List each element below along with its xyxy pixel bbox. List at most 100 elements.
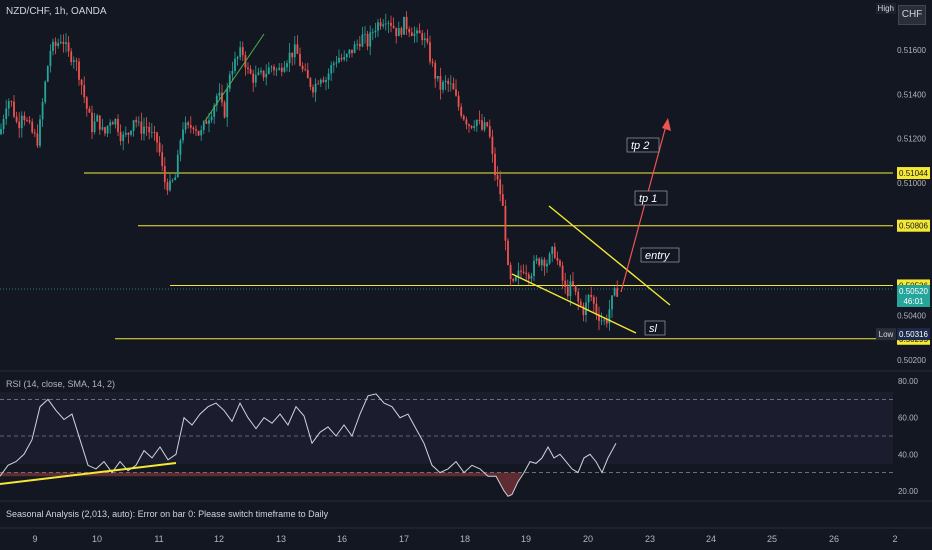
candle-body (124, 132, 127, 135)
candle-body (174, 177, 177, 181)
candle-body (44, 81, 47, 103)
candle-body (88, 108, 91, 113)
candle-body (366, 33, 369, 47)
candle-body (408, 29, 411, 33)
current-price-label: 0.50520 (899, 287, 928, 296)
candle-body (119, 131, 122, 141)
candle-body (179, 140, 182, 155)
time-axis[interactable]: 9 10 11 12 13 16 17 18 19 20 23 24 25 26 2 (32, 534, 897, 544)
rsi-band (0, 392, 893, 464)
seasonal-analysis-error: Seasonal Analysis (2,013, auto): Error o… (6, 509, 329, 519)
candle-body (473, 125, 476, 128)
candle-body (468, 124, 470, 126)
time-tick-label: 10 (92, 534, 102, 544)
candle-body (176, 154, 179, 178)
candle-body (613, 288, 616, 296)
candle-body (226, 88, 229, 118)
candle-body (236, 57, 239, 59)
candle-body (345, 53, 348, 58)
candle-body (403, 16, 405, 35)
price-tick-label: 0.51400 (897, 90, 926, 99)
candle-body (10, 101, 13, 103)
candle-body (340, 57, 343, 60)
candle-body (553, 246, 556, 258)
candle-body (527, 274, 530, 279)
candle-body (535, 258, 538, 261)
candle-body (338, 57, 340, 63)
candle-body (184, 122, 187, 130)
candle-body (166, 182, 169, 191)
candle-body (358, 43, 361, 47)
candle-body (65, 42, 67, 44)
candle-body (587, 295, 590, 303)
candle-body (429, 42, 431, 62)
candle-body (595, 303, 598, 315)
candle-body (483, 122, 486, 130)
candle-body (161, 152, 164, 166)
candle-body (395, 27, 398, 37)
rsi-tick-label: 40.00 (898, 450, 919, 459)
currency-button[interactable]: CHF (898, 5, 926, 25)
rsi-axis: 80.00 60.00 40.00 20.00 (898, 377, 919, 496)
candle-body (572, 281, 574, 286)
candle-body (101, 127, 104, 130)
price-axis[interactable]: 0.51600 0.51400 0.51200 0.51000 0.50400 0.502… (897, 46, 926, 365)
horizontal-levels (0, 172, 893, 340)
candle-body (421, 33, 424, 40)
candle-body (270, 66, 273, 68)
candle-body (278, 67, 281, 70)
candle-body (202, 121, 205, 131)
symbol-header[interactable]: NZD/CHF, 1h, OANDA (6, 6, 107, 17)
candle-body (104, 127, 106, 134)
low-badge-label: Low (879, 330, 894, 339)
candle-body (72, 60, 75, 62)
candle-body (566, 286, 569, 297)
candle-body (564, 280, 567, 287)
candle-body (213, 105, 216, 117)
candle-body (457, 95, 460, 107)
green-trendline (204, 33, 265, 122)
candle-body (91, 112, 93, 133)
candle-body (418, 30, 421, 34)
candle-body (439, 75, 442, 90)
candle-body (327, 73, 330, 80)
projection-arrow-line (620, 121, 668, 293)
candle-body (36, 133, 39, 146)
candle-body (384, 23, 387, 25)
candle-body (343, 57, 346, 60)
candle-body (262, 70, 265, 78)
candle-body (538, 258, 541, 266)
candle-body (304, 69, 307, 71)
candle-body (517, 270, 520, 277)
candle-body (283, 67, 286, 72)
candle-body (62, 42, 65, 44)
candle-body (210, 116, 213, 121)
candle-body (130, 130, 132, 135)
candle-body (465, 119, 468, 125)
level-price-label: 0.51044 (899, 169, 928, 178)
candle-body (317, 83, 320, 85)
candle-body (494, 153, 496, 176)
candle-body (275, 69, 278, 71)
candle-body (182, 129, 184, 141)
candle-body (460, 106, 463, 116)
candle-body (548, 253, 551, 264)
candle-body (504, 205, 507, 241)
candle-body (325, 79, 327, 83)
candle-body (291, 52, 294, 58)
low-price-label: 0.50316 (899, 330, 928, 339)
rsi-title[interactable]: RSI (14, close, SMA, 14, 2) (6, 379, 116, 389)
candle-body (143, 126, 145, 134)
candle-body (288, 52, 291, 64)
candle-body (351, 49, 353, 53)
candle-body (28, 120, 31, 122)
candle-body (379, 22, 382, 27)
candle-body (486, 122, 489, 127)
candle-body (444, 80, 447, 82)
candle-body (57, 43, 60, 46)
candle-body (140, 121, 143, 134)
candle-body (488, 126, 491, 137)
rsi-trendline[interactable] (0, 462, 177, 485)
candle-body (267, 67, 270, 74)
